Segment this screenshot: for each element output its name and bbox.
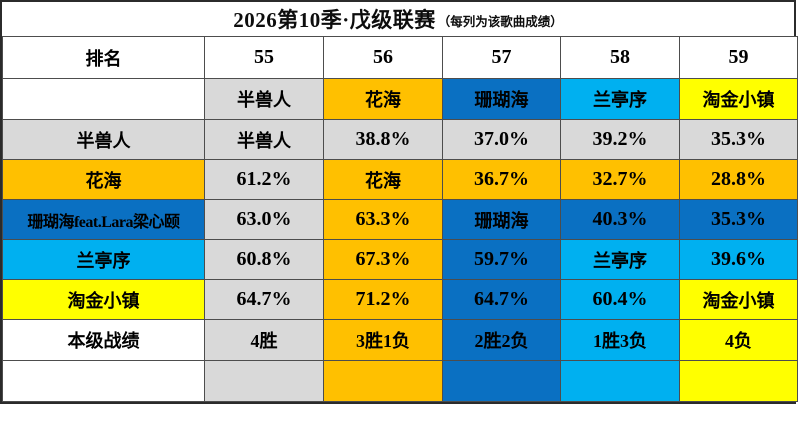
row-label-cell: 半兽人 [2,119,205,160]
row-label-cell: 本级战绩 [2,319,205,361]
table-cell: 60.8% [204,239,324,280]
column-header-cell: 56 [323,36,443,79]
table-row: 兰亭序 60.8% 67.3% 59.7% 兰亭序 39.6% [2,239,798,280]
league-table: 排名 55 56 57 58 59 半兽人 花海 珊瑚海 兰亭序 淘金小镇 半兽人 半兽人 38.8% 37… [2,36,798,402]
table-cell: 珊瑚海 [442,78,561,120]
table-cell [560,360,680,402]
title-note: （每列为该歌曲成绩） [437,15,563,29]
table-cell: 35.3% [679,119,798,160]
column-header-cell: 排名 [2,36,205,79]
table-cell: 40.3% [560,199,680,240]
column-header-cell: 59 [679,36,798,79]
table-row [2,360,798,402]
table-cell [679,360,798,402]
table-row: 半兽人 花海 珊瑚海 兰亭序 淘金小镇 [2,78,798,120]
table-cell: 71.2% [323,279,443,320]
column-header-cell: 58 [560,36,680,79]
table-cell: 28.8% [679,159,798,200]
table-cell: 60.4% [560,279,680,320]
title-main: 2026第10季·戊级联赛 [233,8,436,32]
table-row: 排名 55 56 57 58 59 [2,36,798,79]
table-cell: 36.7% [442,159,561,200]
table-row: 本级战绩 4胜 3胜1负 2胜2负 1胜3负 4负 [2,319,798,361]
table-cell: 2胜2负 [442,319,561,361]
table-cell: 63.3% [323,199,443,240]
row-label-cell [2,360,205,402]
table-cell [323,360,443,402]
table-cell: 3胜1负 [323,319,443,361]
table-cell: 淘金小镇 [679,279,798,320]
table-cell: 兰亭序 [560,78,680,120]
table-row: 花海 61.2% 花海 36.7% 32.7% 28.8% [2,159,798,200]
table-cell: 花海 [323,159,443,200]
row-label-cell: 珊瑚海feat.Lara梁心颐 [2,199,205,240]
row-label-cell: 兰亭序 [2,239,205,280]
table-cell: 64.7% [442,279,561,320]
row-label-cell: 淘金小镇 [2,279,205,320]
table-cell: 半兽人 [204,78,324,120]
table-cell: 1胜3负 [560,319,680,361]
table-cell: 32.7% [560,159,680,200]
table-cell: 花海 [323,78,443,120]
table-cell [442,360,561,402]
table-cell: 61.2% [204,159,324,200]
table-cell: 4胜 [204,319,324,361]
table-cell: 珊瑚海 [442,199,561,240]
table-cell: 兰亭序 [560,239,680,280]
table-cell: 39.2% [560,119,680,160]
table-cell: 39.6% [679,239,798,280]
table-row: 半兽人 半兽人 38.8% 37.0% 39.2% 35.3% [2,119,798,160]
row-label-cell: 花海 [2,159,205,200]
column-header-cell: 55 [204,36,324,79]
league-table-card: 2026第10季·戊级联赛 （每列为该歌曲成绩） 排名 55 56 57 58 59 半兽人… [0,0,798,404]
table-cell: 59.7% [442,239,561,280]
league-table-body: 排名 55 56 57 58 59 半兽人 花海 珊瑚海 兰亭序 淘金小镇 半兽人 半兽人 38.8% 37… [2,36,798,402]
table-cell: 64.7% [204,279,324,320]
row-label-cell [2,78,205,120]
table-cell: 35.3% [679,199,798,240]
table-row: 淘金小镇 64.7% 71.2% 64.7% 60.4% 淘金小镇 [2,279,798,320]
table-cell [204,360,324,402]
table-cell: 4负 [679,319,798,361]
table-cell: 半兽人 [204,119,324,160]
column-header-cell: 57 [442,36,561,79]
page-title: 2026第10季·戊级联赛 （每列为该歌曲成绩） [2,2,794,36]
table-cell: 淘金小镇 [679,78,798,120]
table-row: 珊瑚海feat.Lara梁心颐 63.0% 63.3% 珊瑚海 40.3% 35.3% [2,199,798,240]
table-cell: 37.0% [442,119,561,160]
table-cell: 67.3% [323,239,443,280]
table-cell: 63.0% [204,199,324,240]
table-cell: 38.8% [323,119,443,160]
